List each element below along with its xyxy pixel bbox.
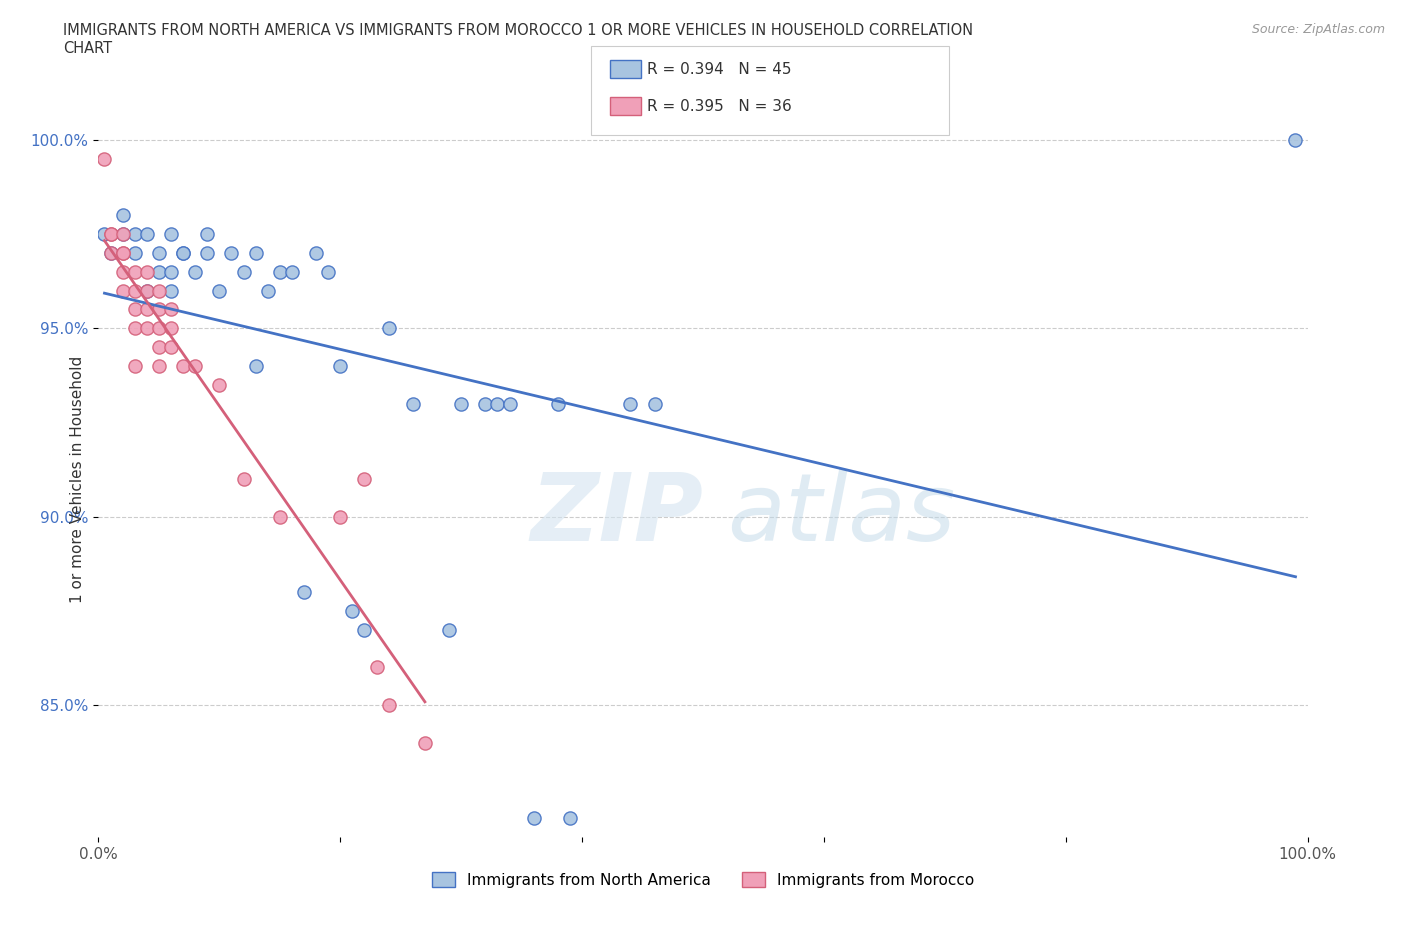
Point	[160, 264, 183, 279]
Point	[221, 246, 243, 260]
Point	[474, 396, 496, 411]
Point	[160, 302, 183, 317]
Point	[100, 227, 122, 242]
Point	[523, 811, 546, 826]
Point	[377, 321, 399, 336]
Point	[619, 396, 641, 411]
Point	[124, 321, 146, 336]
Point	[450, 396, 472, 411]
Text: R = 0.395   N = 36: R = 0.395 N = 36	[647, 100, 792, 114]
Point	[172, 358, 194, 373]
Point	[124, 283, 146, 298]
Point	[148, 246, 170, 260]
Point	[292, 585, 315, 600]
Point	[329, 358, 352, 373]
Point	[305, 246, 328, 260]
Point	[124, 227, 146, 242]
Point	[111, 227, 134, 242]
Point	[353, 622, 375, 637]
Point	[111, 246, 134, 260]
Point	[135, 264, 157, 279]
Point	[195, 246, 218, 260]
Point	[232, 264, 254, 279]
Point	[135, 321, 157, 336]
Point	[111, 264, 134, 279]
Point	[124, 358, 146, 373]
Point	[93, 227, 115, 242]
Point	[160, 283, 183, 298]
Point	[269, 510, 291, 525]
Legend: Immigrants from North America, Immigrants from Morocco: Immigrants from North America, Immigrant…	[426, 866, 980, 894]
Point	[100, 227, 122, 242]
Point	[124, 246, 146, 260]
Text: atlas: atlas	[727, 470, 956, 560]
Point	[148, 302, 170, 317]
Text: Source: ZipAtlas.com: Source: ZipAtlas.com	[1251, 23, 1385, 36]
Point	[498, 396, 520, 411]
Point	[172, 246, 194, 260]
Point	[366, 660, 388, 675]
Point	[232, 472, 254, 486]
Point	[245, 358, 267, 373]
Point	[402, 396, 425, 411]
Point	[135, 283, 157, 298]
Point	[281, 264, 304, 279]
Point	[195, 227, 218, 242]
Point	[184, 358, 207, 373]
Point	[558, 811, 581, 826]
Point	[184, 264, 207, 279]
Point	[329, 510, 352, 525]
Point	[413, 736, 436, 751]
Point	[342, 604, 364, 618]
Point	[486, 396, 509, 411]
Point	[148, 321, 170, 336]
Point	[111, 207, 134, 222]
Point	[256, 283, 278, 298]
Point	[269, 264, 291, 279]
Point	[245, 246, 267, 260]
Text: ZIP: ZIP	[530, 469, 703, 561]
Point	[644, 396, 666, 411]
Point	[160, 321, 183, 336]
Point	[208, 283, 231, 298]
Point	[148, 358, 170, 373]
Point	[111, 246, 134, 260]
Point	[148, 283, 170, 298]
Y-axis label: 1 or more Vehicles in Household: 1 or more Vehicles in Household	[69, 355, 84, 603]
Text: R = 0.394   N = 45: R = 0.394 N = 45	[647, 62, 792, 77]
Point	[100, 246, 122, 260]
Point	[100, 246, 122, 260]
Point	[1284, 132, 1306, 147]
Point	[353, 472, 375, 486]
Point	[135, 227, 157, 242]
Point	[377, 698, 399, 712]
Point	[547, 396, 569, 411]
Point	[135, 283, 157, 298]
Point	[148, 264, 170, 279]
Point	[148, 339, 170, 354]
Point	[172, 246, 194, 260]
Point	[437, 622, 460, 637]
Point	[135, 302, 157, 317]
Point	[316, 264, 339, 279]
Point	[124, 264, 146, 279]
Text: IMMIGRANTS FROM NORTH AMERICA VS IMMIGRANTS FROM MOROCCO 1 OR MORE VEHICLES IN H: IMMIGRANTS FROM NORTH AMERICA VS IMMIGRA…	[63, 23, 973, 56]
Point	[124, 302, 146, 317]
Point	[208, 378, 231, 392]
Point	[93, 152, 115, 166]
Point	[111, 283, 134, 298]
Point	[111, 227, 134, 242]
Point	[160, 339, 183, 354]
Point	[160, 227, 183, 242]
